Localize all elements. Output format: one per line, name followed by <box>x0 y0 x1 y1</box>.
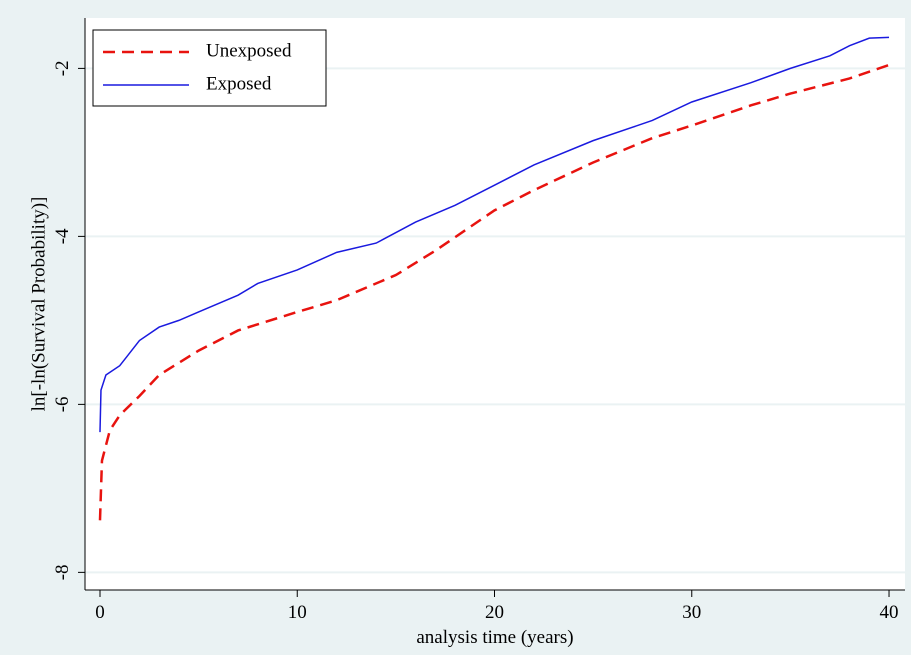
x-tick-label: 10 <box>288 602 307 623</box>
x-tick-label: 30 <box>682 602 701 623</box>
y-tick-label: -4 <box>52 228 73 244</box>
legend-box <box>92 29 327 107</box>
y-tick-label: -8 <box>52 564 73 580</box>
y-tick-label: -2 <box>52 60 73 76</box>
y-axis-label: ln[-ln(Survival Probability)] <box>28 197 49 412</box>
y-tick-label: -6 <box>52 396 73 412</box>
series-line <box>98 63 890 521</box>
x-tick-label: 0 <box>95 602 105 623</box>
legend-label: Unexposed <box>206 40 292 61</box>
series-line <box>99 36 890 433</box>
x-tick-label: 20 <box>485 602 504 623</box>
plot-area <box>85 18 905 590</box>
x-axis-label: analysis time (years) <box>416 627 573 648</box>
x-tick-label: 40 <box>880 602 899 623</box>
legend-label: Exposed <box>206 73 272 94</box>
